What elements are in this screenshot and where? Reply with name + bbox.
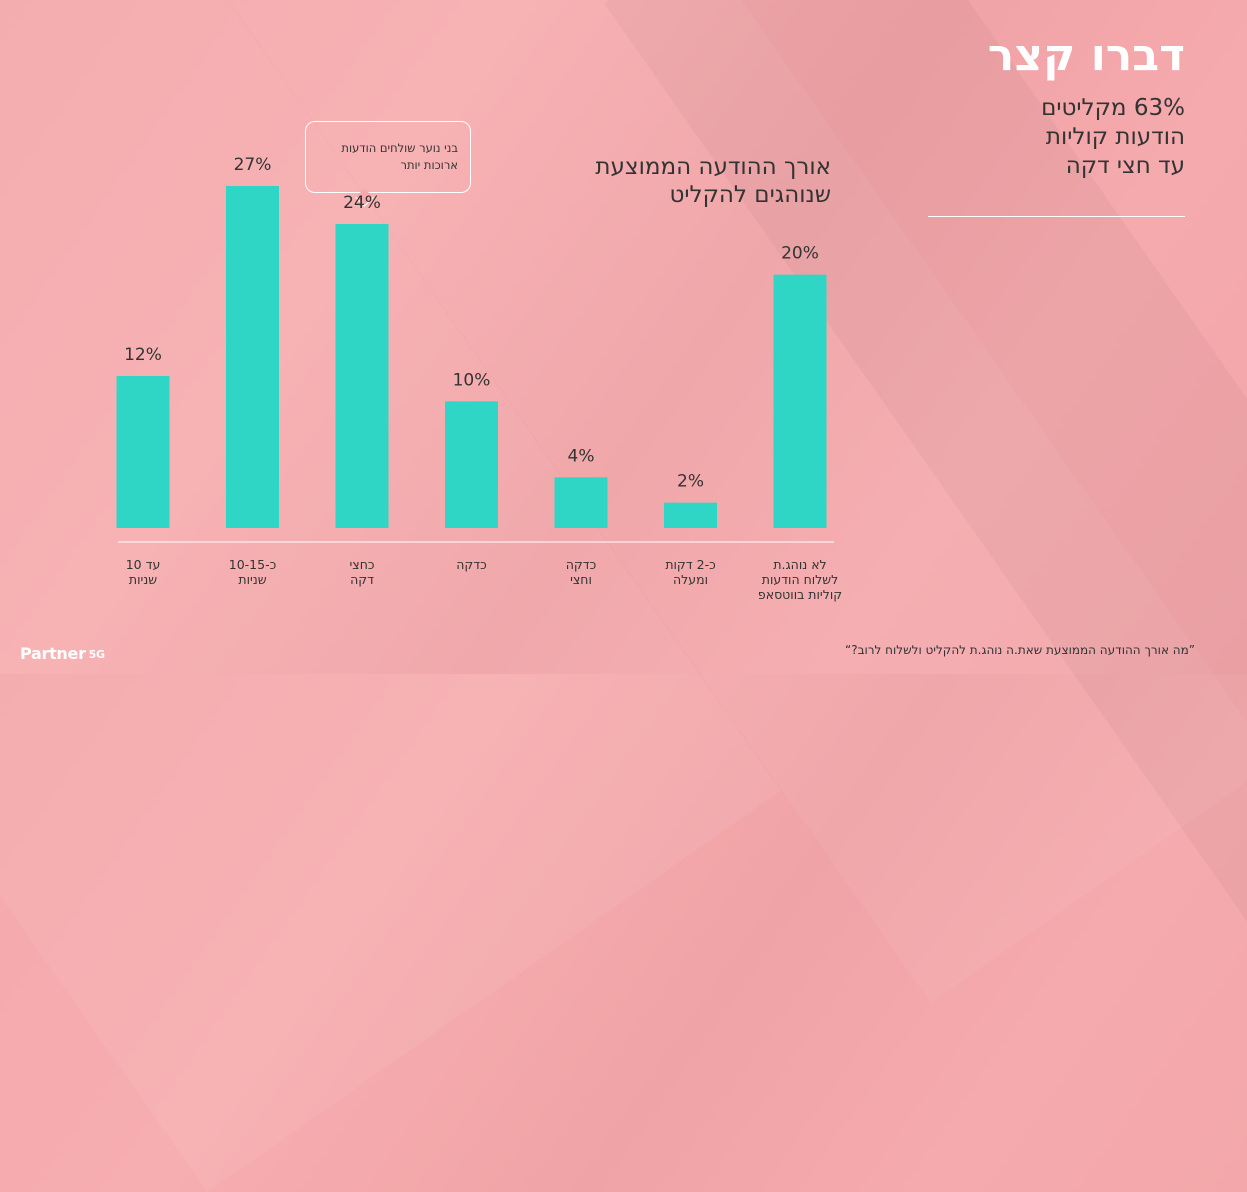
- stat-block: 63% מקליטים הודעות קוליות עד חצי דקה: [945, 94, 1185, 181]
- category-label: דקה: [350, 572, 374, 587]
- bar: [445, 401, 498, 528]
- callout-line: ארוכות יותר: [400, 158, 459, 172]
- bar: [773, 274, 827, 528]
- category-label: קוליות בווטסאפ: [758, 587, 842, 602]
- bar: [226, 186, 279, 528]
- callout-text: בני נוער שולחים הודעות ארוכות יותר: [308, 140, 458, 174]
- category-label: עד 10: [126, 557, 161, 572]
- callout-line: בני נוער שולחים הודעות: [341, 141, 458, 155]
- page-headline: דברו קצר: [987, 30, 1185, 81]
- callout-bubble: בני נוער שולחים הודעות ארוכות יותר: [305, 121, 471, 207]
- category-label: שניות: [129, 572, 157, 587]
- stat-line: 63% מקליטים: [1041, 95, 1185, 121]
- category-label: כחצי: [350, 557, 375, 572]
- category-label: כ-2 דקות: [665, 557, 715, 572]
- category-label: לא נוהג.ת: [773, 557, 826, 572]
- category-label: כדקה: [566, 557, 596, 572]
- data-label: 2%: [677, 472, 704, 492]
- chart-title-line: שנוהגים להקליט: [669, 182, 831, 208]
- logo-name: Partner: [20, 644, 86, 663]
- bar-chart: 12%עד 10שניות27%כ-10-15שניות24%כחצידקה10…: [116, 155, 842, 602]
- data-label: 20%: [781, 244, 819, 264]
- category-label: לשלוח הודעות: [762, 572, 838, 587]
- data-label: 4%: [568, 446, 595, 466]
- logo-suffix: 5G: [88, 648, 105, 661]
- stat-line: עד חצי דקה: [1065, 153, 1185, 179]
- data-label: 27%: [234, 155, 272, 175]
- stat-line: הודעות קוליות: [1045, 124, 1185, 150]
- bar: [554, 477, 608, 528]
- data-label: 12%: [124, 345, 162, 365]
- data-label: 10%: [453, 370, 491, 390]
- chart-title-line: אורך ההודעה הממוצעת: [595, 154, 831, 180]
- category-label: כ-10-15: [229, 557, 276, 572]
- category-label: כדקה: [456, 557, 486, 572]
- data-label: 24%: [343, 193, 381, 213]
- bar: [335, 224, 389, 528]
- partner-logo: Partner 5G: [20, 644, 105, 663]
- category-label: וחצי: [570, 572, 592, 587]
- bar: [116, 376, 170, 528]
- category-label: שניות: [238, 572, 266, 587]
- category-label: ומעלה: [673, 572, 708, 587]
- divider-line: [928, 216, 1185, 217]
- survey-question-footnote: ”מה אורך ההודעה הממוצעת שאת.ה נוהג.ת להק…: [844, 643, 1195, 657]
- chart-title: אורך ההודעה הממוצעת שנוהגים להקליט: [451, 153, 831, 209]
- bar: [664, 502, 717, 528]
